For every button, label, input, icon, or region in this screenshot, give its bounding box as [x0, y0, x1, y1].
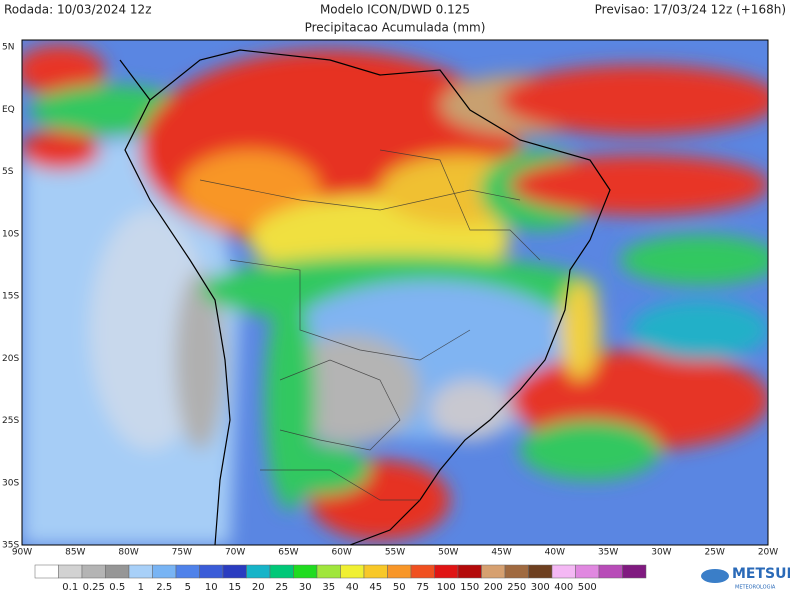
lon-label: 30W: [651, 548, 671, 558]
lat-label: 5N: [2, 43, 14, 53]
colorbar-swatch: [222, 564, 247, 579]
lat-label: 25S: [2, 416, 19, 426]
colorbar-swatch: [34, 564, 59, 579]
lon-label: 50W: [438, 548, 458, 558]
lon-label: 90W: [12, 548, 32, 558]
lon-label: 35W: [598, 548, 618, 558]
forecast-label: Previsao: 17/03/24 12z (+168h): [595, 3, 786, 17]
colorbar-label: 150: [460, 582, 479, 593]
colorbar-swatch: [293, 564, 318, 579]
colorbar-label: 5: [185, 582, 191, 593]
lon-label: 20W: [758, 548, 778, 558]
run-label: Rodada: 10/03/2024 12z: [4, 3, 152, 17]
colorbar-swatch: [246, 564, 271, 579]
lon-label: 75W: [172, 548, 192, 558]
colorbar-swatch: [81, 564, 106, 579]
colorbar-label: 400: [554, 582, 573, 593]
colorbar-label: 0.5: [109, 582, 125, 593]
lon-label: 45W: [491, 548, 511, 558]
colorbar-swatch: [528, 564, 553, 579]
colorbar-swatch: [340, 564, 365, 579]
colorbar-label: 30: [299, 582, 312, 593]
colorbar-label: 0.25: [83, 582, 105, 593]
colorbar-swatch: [622, 564, 647, 579]
colorbar-label: 75: [416, 582, 429, 593]
map-frame: [21, 39, 769, 546]
lon-label: 65W: [278, 548, 298, 558]
colorbar-swatch: [199, 564, 224, 579]
colorbar-label: 2.5: [156, 582, 172, 593]
colorbar-swatch: [152, 564, 177, 579]
colorbar-label: 50: [393, 582, 406, 593]
model-title: Modelo ICON/DWD 0.125: [320, 3, 470, 17]
colorbar-label: 250: [507, 582, 526, 593]
colorbar-label: 300: [531, 582, 550, 593]
colorbar-swatch: [410, 564, 435, 579]
longitude-labels: 90W 85W 80W 75W 70W 65W 60W 55W 50W 45W 40W 35W 30W 2…: [12, 548, 778, 558]
colorbar-swatch: [387, 564, 412, 579]
colorbar-swatch: [551, 564, 576, 579]
colorbar-label: 20: [252, 582, 265, 593]
product-subtitle: Precipitacao Acumulada (mm): [305, 21, 486, 35]
lat-label: 5S: [2, 167, 14, 177]
colorbar-swatch: [575, 564, 600, 579]
colorbar-label: 35: [322, 582, 335, 593]
lat-label: 30S: [2, 478, 19, 488]
logo-name: METSUL: [732, 566, 790, 582]
colorbar-swatch: [598, 564, 623, 579]
colorbar-swatch: [175, 564, 200, 579]
colorbar-swatch: [504, 564, 529, 579]
colorbar-swatch: [363, 564, 388, 579]
lat-label: 35S: [2, 541, 19, 551]
lon-label: 25W: [705, 548, 725, 558]
lat-label: 10S: [2, 229, 19, 239]
latitude-labels: 5N EQ 5S 10S 15S 20S 25S 30S 35S: [2, 43, 19, 551]
colorbar-label: 100: [437, 582, 456, 593]
colorbar-label: 1: [138, 582, 144, 593]
precipitation-map: [22, 40, 768, 545]
lon-label: 80W: [118, 548, 138, 558]
lon-label: 60W: [332, 548, 352, 558]
colorbar-swatch: [58, 564, 83, 579]
colorbar-label: 25: [275, 582, 288, 593]
logo-tagline: METEOROLOGIA: [735, 585, 776, 591]
colorbar-swatch: [457, 564, 482, 579]
logo: METSUL METEOROLOGIA: [701, 566, 790, 591]
colorbar-label: 0.1: [62, 582, 78, 593]
lat-label: EQ: [2, 105, 15, 115]
lon-label: 55W: [385, 548, 405, 558]
colorbar-label: 40: [346, 582, 359, 593]
lat-label: 20S: [2, 354, 19, 364]
colorbar-swatch: [128, 564, 153, 579]
colorbar-swatch: [316, 564, 341, 579]
colorbar: 0.1 0.25 0.5 1 2.5 5 10 15 20 25 30 35 40 45 50 75 100 15…: [34, 564, 647, 593]
colorbar-label: 200: [484, 582, 503, 593]
lon-label: 40W: [545, 548, 565, 558]
colorbar-swatch: [481, 564, 506, 579]
lon-label: 85W: [65, 548, 85, 558]
lat-label: 15S: [2, 292, 19, 302]
colorbar-label: 10: [205, 582, 218, 593]
colorbar-label: 45: [369, 582, 382, 593]
colorbar-swatch: [434, 564, 459, 579]
colorbar-label: 500: [578, 582, 597, 593]
lon-label: 70W: [225, 548, 245, 558]
colorbar-swatch: [269, 564, 294, 579]
colorbar-swatch: [105, 564, 130, 579]
colorbar-label: 15: [228, 582, 241, 593]
